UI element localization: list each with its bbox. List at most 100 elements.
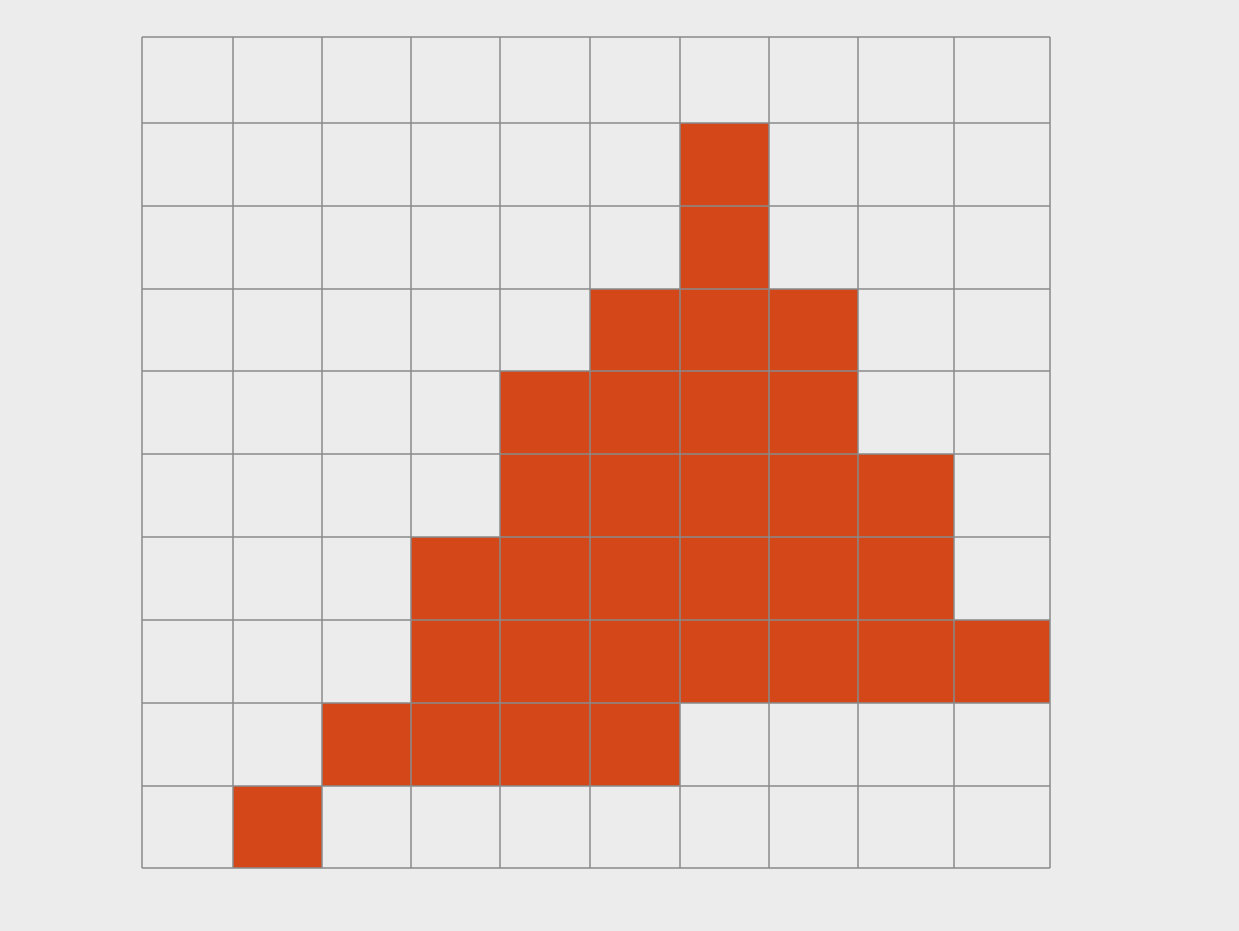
empty-cell <box>411 786 500 868</box>
empty-cell <box>142 703 233 786</box>
empty-cell <box>142 786 233 868</box>
empty-cell <box>680 703 769 786</box>
filled-cell <box>769 454 858 537</box>
filled-cell <box>680 371 769 454</box>
empty-cell <box>142 371 233 454</box>
empty-cell <box>142 454 233 537</box>
filled-cell <box>500 703 590 786</box>
empty-cell <box>142 37 233 123</box>
filled-cell <box>769 289 858 371</box>
empty-cell <box>769 206 858 289</box>
filled-cell <box>680 537 769 620</box>
empty-cell <box>233 371 322 454</box>
filled-cell <box>858 537 954 620</box>
empty-cell <box>954 703 1050 786</box>
filled-cell <box>769 537 858 620</box>
empty-cell <box>322 620 411 703</box>
empty-cell <box>590 37 680 123</box>
filled-cell <box>411 703 500 786</box>
empty-cell <box>233 206 322 289</box>
filled-cell <box>590 703 680 786</box>
empty-cell <box>322 537 411 620</box>
empty-cell <box>411 37 500 123</box>
filled-cell <box>590 620 680 703</box>
filled-cell <box>680 206 769 289</box>
filled-cell <box>411 537 500 620</box>
empty-cell <box>590 786 680 868</box>
empty-cell <box>858 37 954 123</box>
filled-cell <box>954 620 1050 703</box>
empty-cell <box>954 206 1050 289</box>
filled-cell <box>322 703 411 786</box>
empty-cell <box>680 786 769 868</box>
empty-cell <box>142 289 233 371</box>
empty-cell <box>322 37 411 123</box>
empty-cell <box>233 703 322 786</box>
empty-cell <box>142 123 233 206</box>
empty-cell <box>500 206 590 289</box>
empty-cell <box>500 289 590 371</box>
empty-cell <box>500 123 590 206</box>
empty-cell <box>233 537 322 620</box>
empty-cell <box>233 123 322 206</box>
empty-cell <box>322 123 411 206</box>
empty-cell <box>680 37 769 123</box>
filled-cell <box>500 371 590 454</box>
filled-cell <box>411 620 500 703</box>
empty-cell <box>322 786 411 868</box>
filled-cell <box>590 537 680 620</box>
empty-cell <box>500 37 590 123</box>
empty-cell <box>411 123 500 206</box>
empty-cell <box>233 620 322 703</box>
empty-cell <box>590 123 680 206</box>
filled-cell <box>590 454 680 537</box>
empty-cell <box>769 703 858 786</box>
filled-cell <box>590 289 680 371</box>
empty-cell <box>769 123 858 206</box>
empty-cell <box>411 206 500 289</box>
empty-cell <box>233 454 322 537</box>
empty-cell <box>411 289 500 371</box>
empty-cell <box>954 454 1050 537</box>
filled-cell <box>680 620 769 703</box>
empty-cell <box>954 37 1050 123</box>
empty-cell <box>858 703 954 786</box>
empty-cell <box>322 206 411 289</box>
cut-off-caption <box>490 904 790 931</box>
empty-cell <box>954 537 1050 620</box>
empty-cell <box>954 123 1050 206</box>
filled-cell <box>680 289 769 371</box>
empty-cell <box>233 37 322 123</box>
filled-cell <box>858 620 954 703</box>
empty-cell <box>954 786 1050 868</box>
filled-cell <box>500 620 590 703</box>
empty-cell <box>411 454 500 537</box>
empty-cell <box>142 206 233 289</box>
empty-cell <box>233 289 322 371</box>
filled-cell <box>680 454 769 537</box>
empty-cell <box>954 289 1050 371</box>
empty-cell <box>769 37 858 123</box>
empty-cell <box>142 620 233 703</box>
filled-cell <box>233 786 322 868</box>
filled-cell <box>858 454 954 537</box>
filled-cell <box>769 371 858 454</box>
empty-cell <box>858 206 954 289</box>
empty-cell <box>769 786 858 868</box>
empty-cell <box>590 206 680 289</box>
filled-cell <box>680 123 769 206</box>
empty-cell <box>500 786 590 868</box>
empty-cell <box>858 123 954 206</box>
filled-cell <box>500 537 590 620</box>
empty-cell <box>322 454 411 537</box>
empty-cell <box>322 371 411 454</box>
empty-cell <box>142 537 233 620</box>
empty-cell <box>858 371 954 454</box>
empty-cell <box>954 371 1050 454</box>
filled-cell <box>590 371 680 454</box>
empty-cell <box>322 289 411 371</box>
empty-cell <box>858 289 954 371</box>
empty-cell <box>858 786 954 868</box>
